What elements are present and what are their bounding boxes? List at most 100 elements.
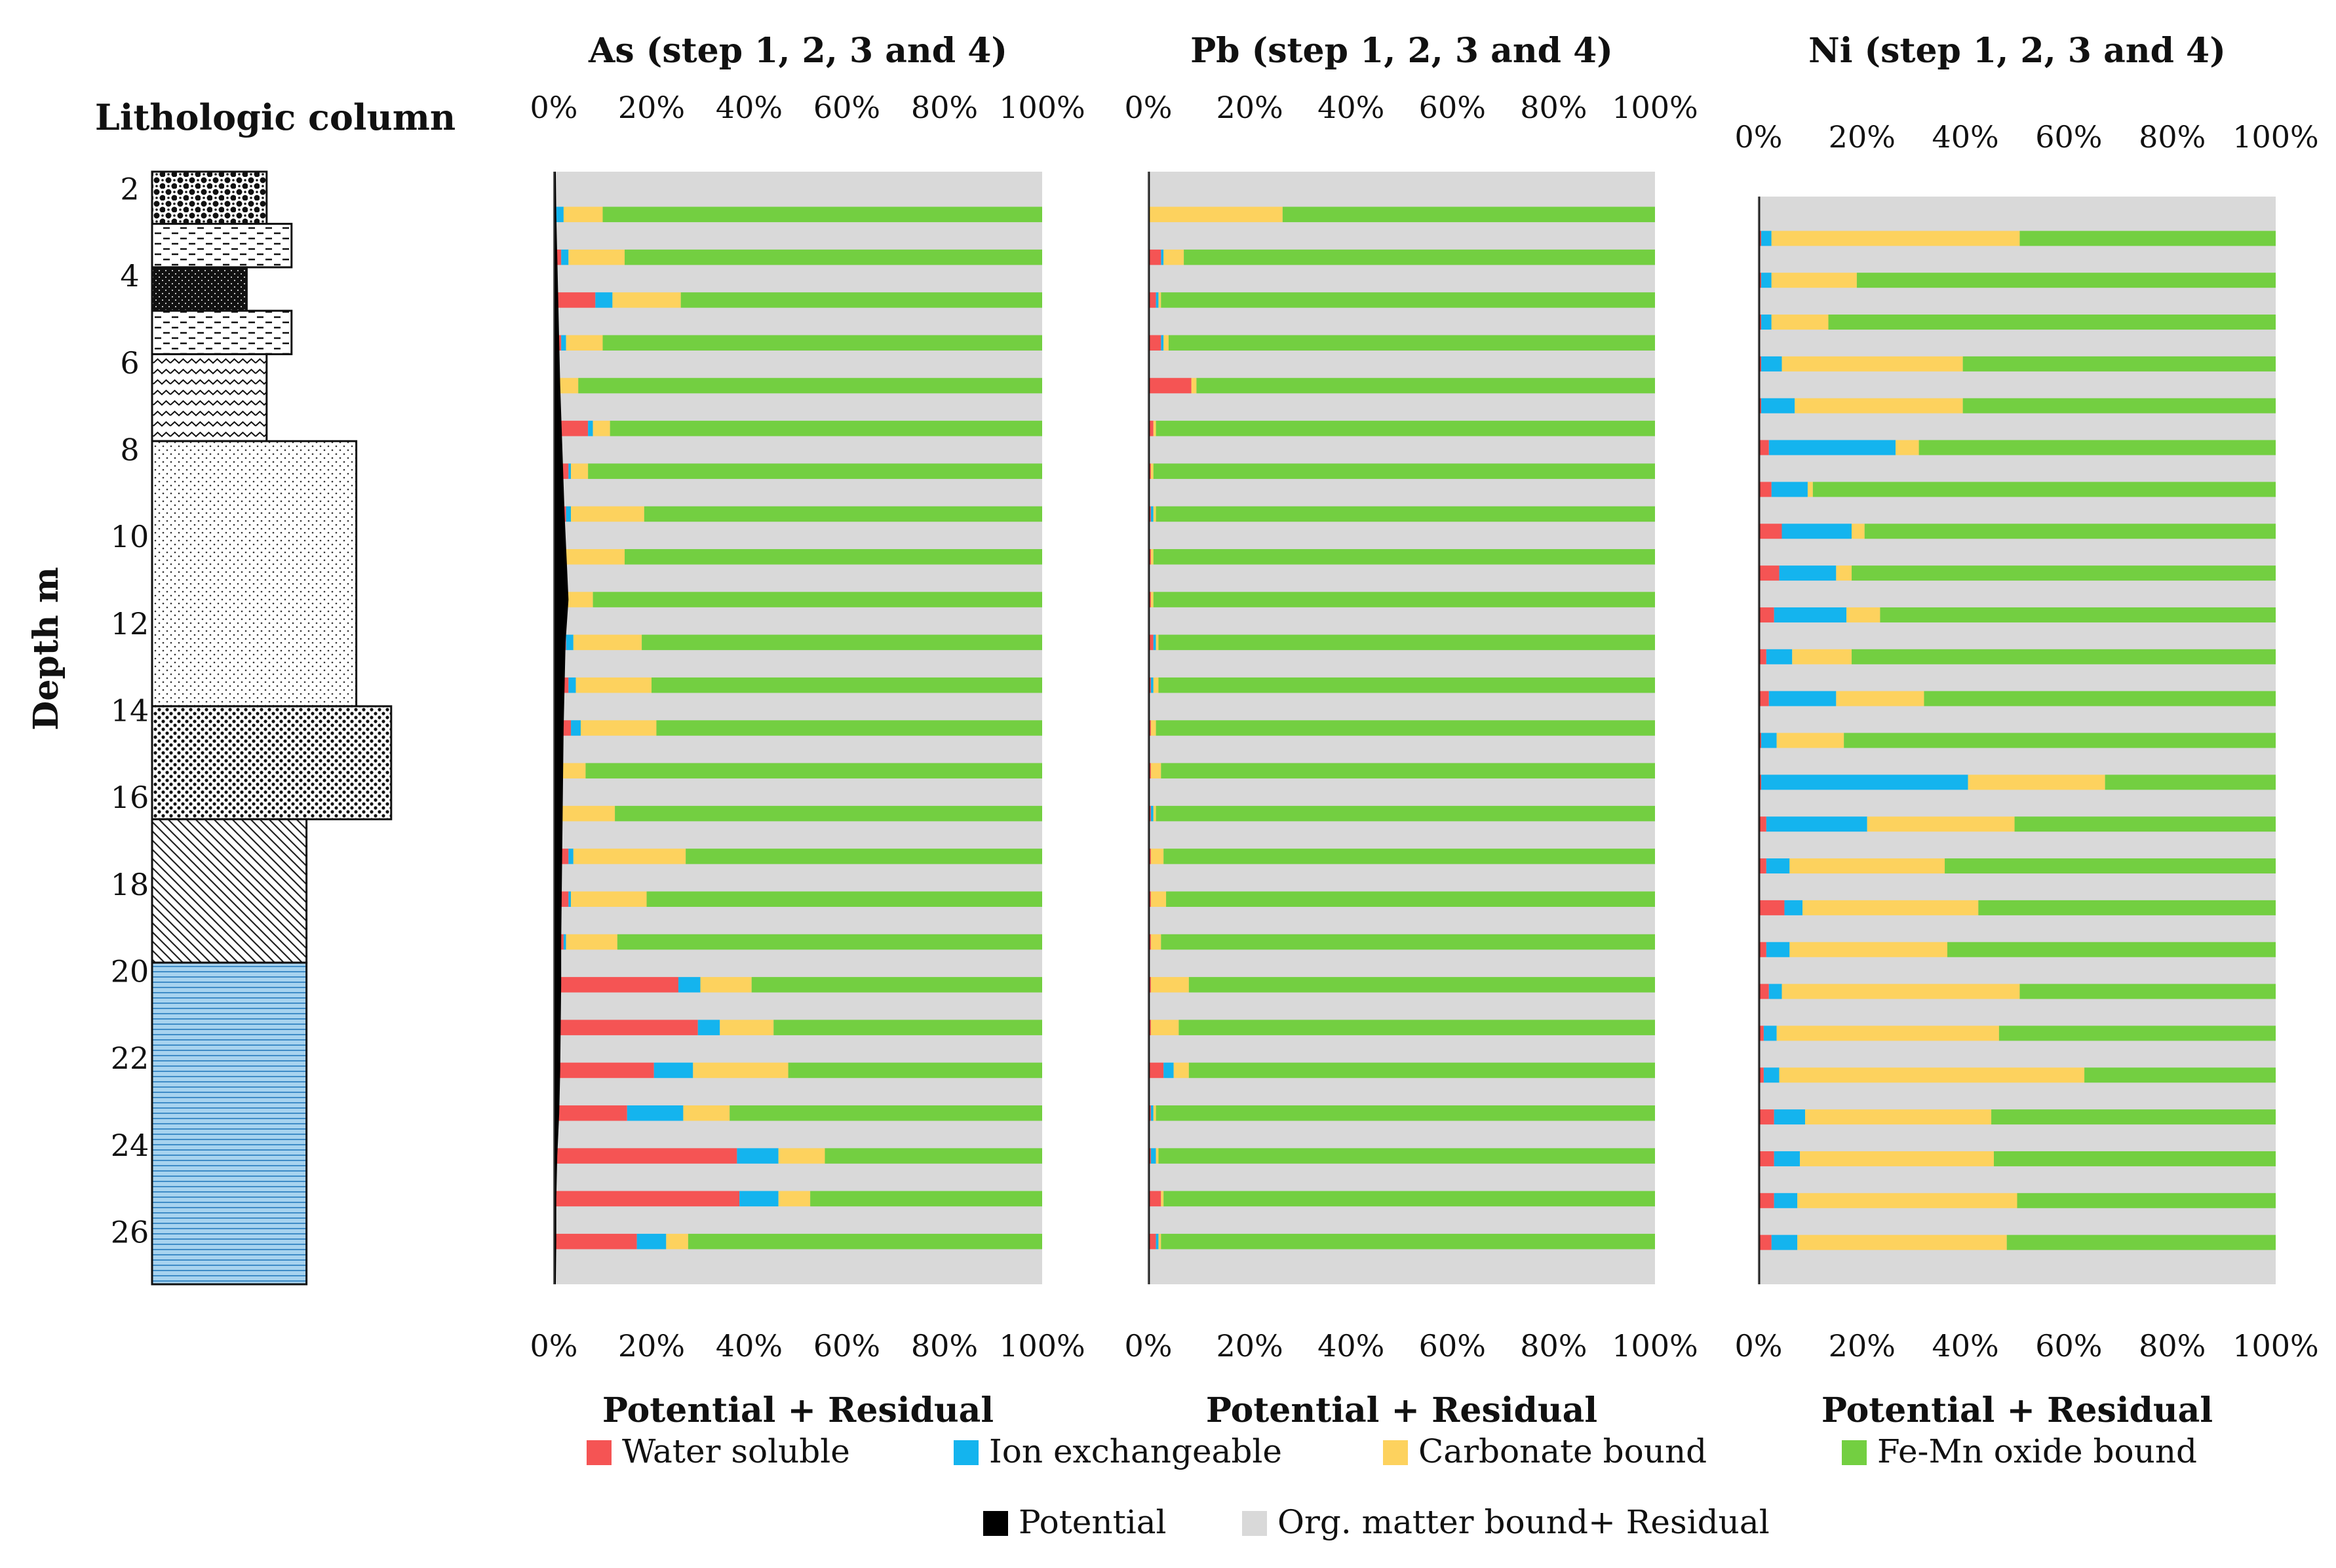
potential-area [554,172,569,1284]
x-axis-label: Potential + Residual [1821,1390,2213,1430]
bar-ion-exchangeable [1781,524,1852,539]
bar-fe-mn-oxide-bound [2014,816,2276,832]
bar-fe-mn-oxide-bound [680,292,1042,308]
bar-fe-mn-oxide-bound [615,805,1042,822]
bar-carbonate-bound [1153,805,1156,822]
bar-fe-mn-oxide-bound [751,977,1042,993]
bar-fe-mn-oxide-bound [1945,858,2276,874]
bar-carbonate-bound [1896,440,1919,455]
bar-carbonate-bound [571,891,647,907]
bar-carbonate-bound [1173,1062,1189,1079]
bar-water-soluble [554,1105,627,1121]
bar-water-soluble [1759,565,1780,581]
bar-fe-mn-oxide-bound [1828,315,2276,330]
bar-water-soluble [554,1191,740,1207]
bar-carbonate-bound [1771,273,1857,288]
bar-fe-mn-oxide-bound [1844,733,2276,748]
bar-fe-mn-oxide-bound [585,763,1042,779]
bar-ion-exchangeable [1761,273,1772,288]
bottom-tick-label: 100% [999,1328,1085,1364]
bar-ion-exchangeable [568,849,574,864]
bar-fe-mn-oxide-bound [1161,763,1655,779]
bar-water-soluble [1148,292,1156,308]
bar-water-soluble [554,1062,654,1079]
bar-water-soluble [1148,377,1192,394]
bar-carbonate-bound [1163,249,1184,265]
bar-ion-exchangeable [1763,1025,1777,1041]
bar-fe-mn-oxide-bound [1856,273,2276,288]
bar-carbonate-bound [1150,763,1161,779]
top-tick-label: 40% [1317,90,1384,125]
legend-label: Carbonate bound [1418,1432,1707,1470]
bar-carbonate-bound [566,335,603,351]
bar-fe-mn-oxide-bound [617,934,1042,950]
bar-fe-mn-oxide-bound [1161,934,1655,950]
bar-carbonate-bound [1161,1191,1164,1207]
lithology-panel: Lithologic column Depth m 24681012141618… [26,96,456,1286]
bottom-tick-label: 40% [716,1328,783,1364]
bar-ion-exchangeable [561,335,566,351]
bar-fe-mn-oxide-bound [1188,1062,1655,1079]
bar-ion-exchangeable [1771,1234,1798,1250]
bar-carbonate-bound [593,421,610,436]
bar-fe-mn-oxide-bound [788,1062,1042,1079]
bar-carbonate-bound [1795,398,1963,413]
bar-carbonate-bound [612,292,681,308]
bar-fe-mn-oxide-bound [1153,592,1655,607]
top-tick-label: 80% [1520,90,1587,125]
bar-ion-exchangeable [678,977,701,993]
bottom-tick-label: 0% [530,1328,578,1364]
bar-carbonate-bound [1150,549,1154,565]
legend-swatch-ion-exchangeable [954,1440,979,1465]
bar-ion-exchangeable [1779,565,1837,581]
bar-carbonate-bound [573,634,642,651]
panel-as: As (step 1, 2, 3 and 4) 0% 20% 40% 60% 80% 100… [530,31,1085,1430]
bar-carbonate-bound [1150,1020,1179,1035]
bottom-tick-label: 20% [1216,1328,1283,1364]
bar-fe-mn-oxide-bound [652,677,1042,693]
bottom-tick-label: 60% [1419,1328,1486,1364]
bar-ion-exchangeable [653,1062,693,1079]
bar-ion-exchangeable [1768,440,1896,455]
legend-swatch-org-matter-residual [1242,1511,1267,1536]
bar-fe-mn-oxide-bound [686,849,1042,864]
bar-fe-mn-oxide-bound [1852,649,2276,664]
bar-fe-mn-oxide-bound [1184,249,1655,265]
depth-tick-label: 14 [111,693,149,728]
depth-tick-label: 26 [111,1214,149,1250]
top-tick-label: 80% [911,90,978,125]
bar-carbonate-bound [1852,524,1865,539]
bar-fe-mn-oxide-bound [730,1105,1042,1121]
bottom-tick-label: 60% [2035,1328,2102,1364]
bar-ion-exchangeable [568,677,576,693]
bar-carbonate-bound [1150,934,1161,950]
depth-tick-label: 6 [120,345,139,381]
bar-water-soluble [1759,1193,1774,1208]
bar-fe-mn-oxide-bound [1947,942,2276,957]
bar-ion-exchangeable [1771,482,1808,497]
bar-carbonate-bound [1158,292,1161,308]
bar-carbonate-bound [568,249,625,265]
bar-water-soluble [1148,335,1161,351]
bar-water-soluble [1148,1233,1156,1250]
bar-carbonate-bound [580,720,657,736]
depth-axis-label: Depth m [26,567,66,731]
bar-carbonate-bound [1150,891,1167,907]
bar-fe-mn-oxide-bound [1163,1191,1655,1207]
bar-fe-mn-oxide-bound [2017,1193,2276,1208]
bar-fe-mn-oxide-bound [1166,891,1655,907]
bar-carbonate-bound [1191,377,1197,394]
bar-ion-exchangeable [1150,506,1154,522]
bar-carbonate-bound [1867,816,2015,832]
bar-carbonate-bound [1150,592,1154,607]
lithology-layer-dashes [151,223,293,269]
bar-fe-mn-oxide-bound [688,1233,1042,1250]
top-tick-label: 100% [2232,119,2319,155]
bar-ion-exchangeable [1768,984,1782,999]
bar-carbonate-bound [561,805,615,822]
top-tick-label: 60% [2035,119,2102,155]
bar-water-soluble [1759,942,1766,957]
bar-carbonate-bound [683,1105,730,1121]
lithology-layer-gravel-dense [151,170,268,225]
bar-water-soluble [1759,1109,1774,1125]
